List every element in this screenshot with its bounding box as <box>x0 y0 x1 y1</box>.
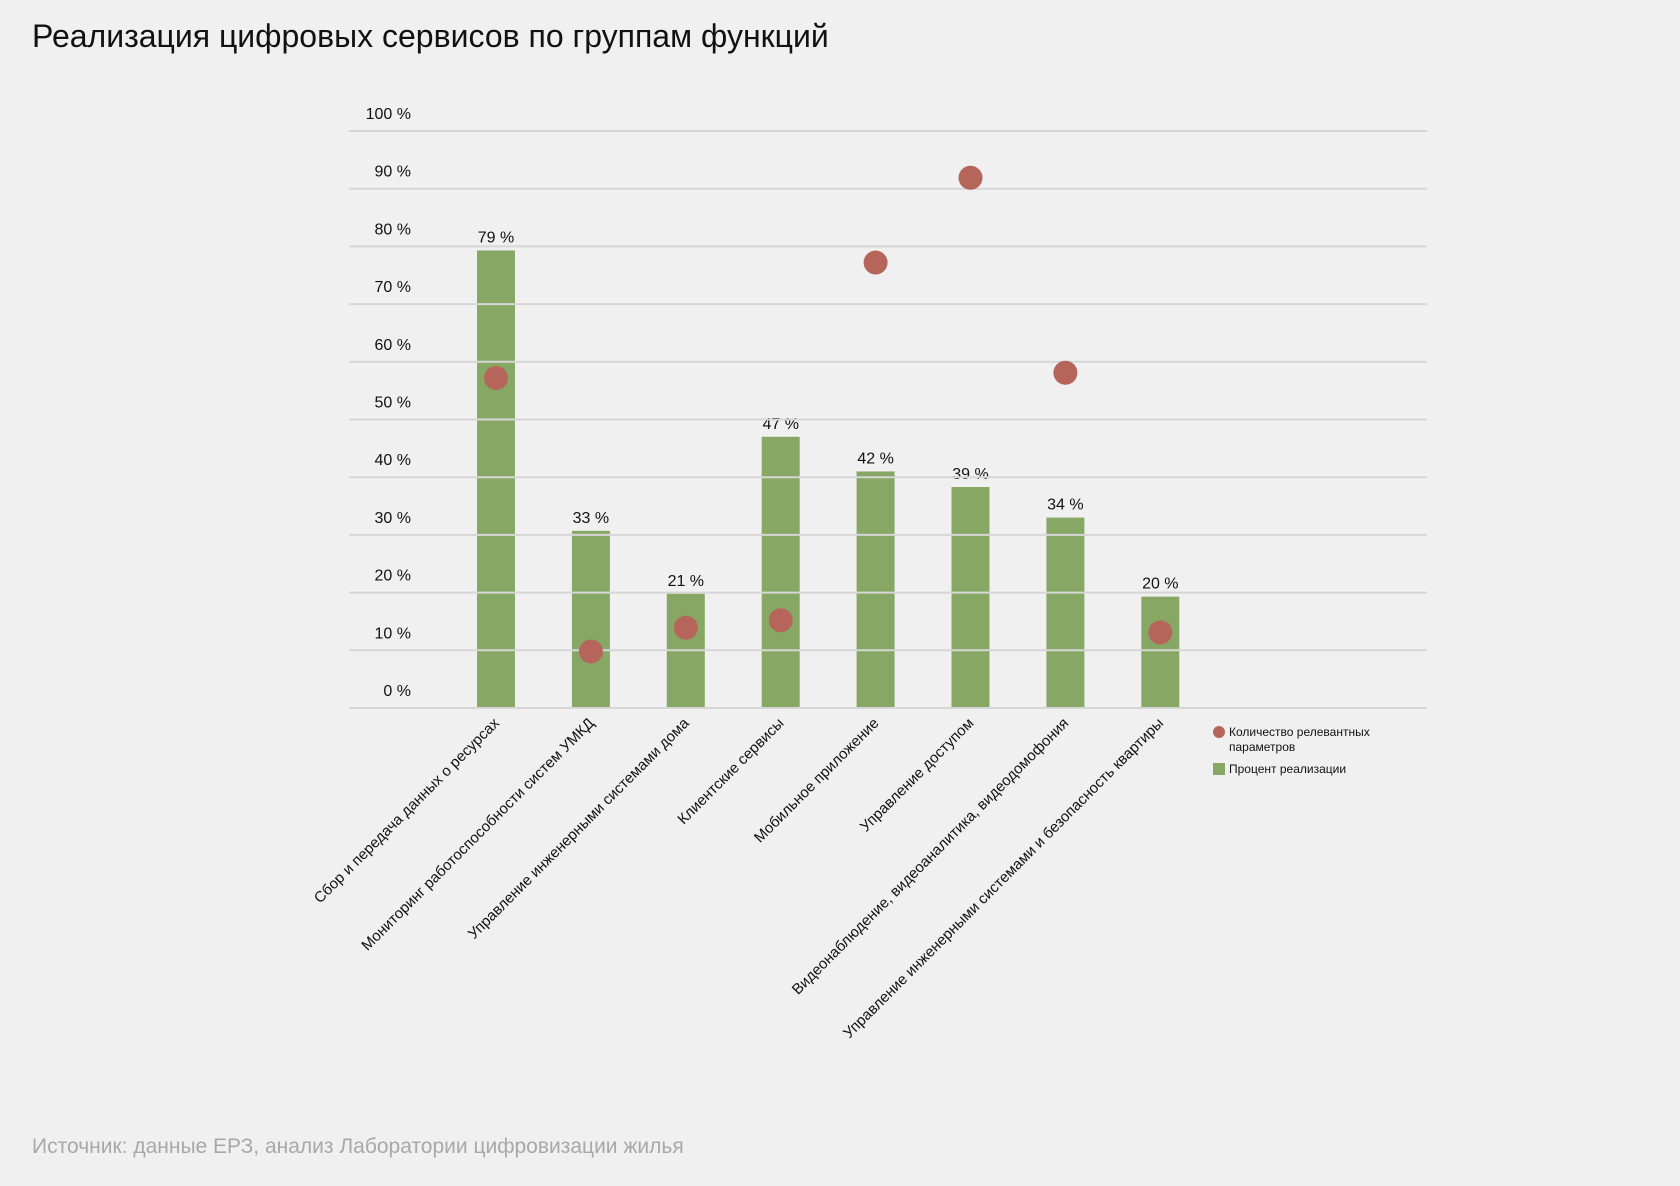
y-tick-label: 90 % <box>375 164 411 181</box>
bar <box>477 250 515 708</box>
bar-data-label: 33 % <box>573 510 609 527</box>
x-category-label: Управление инженерными системами и безоп… <box>840 715 1167 1042</box>
bar-data-label: 42 % <box>857 450 893 467</box>
x-category-label: Сбор и передача данных о ресурсах <box>311 714 503 906</box>
legend-label: Процент реализации <box>1229 762 1346 776</box>
chart-title: Реализация цифровых сервисов по группам … <box>32 18 829 54</box>
y-tick-label: 40 % <box>375 452 411 469</box>
scatter-point <box>768 608 793 633</box>
scatter-point <box>958 165 983 190</box>
scatter-point <box>484 365 508 390</box>
legend-circle-icon <box>1213 726 1225 738</box>
legend-square-icon <box>1213 763 1225 775</box>
bar <box>1141 596 1180 708</box>
bar-data-label: 21 % <box>668 573 704 590</box>
bar <box>761 436 800 708</box>
scatter-point <box>578 639 603 664</box>
bar <box>571 530 610 708</box>
bar <box>856 471 895 708</box>
scatter-point <box>1053 360 1078 385</box>
y-tick-label: 20 % <box>375 568 411 585</box>
bar-data-label: 20 % <box>1142 576 1178 593</box>
bar-data-label: 39 % <box>952 466 988 483</box>
y-tick-label: 80 % <box>375 221 411 238</box>
source-note: Источник: данные ЕРЗ, анализ Лаборатории… <box>32 1135 684 1158</box>
y-tick-label: 30 % <box>375 510 411 527</box>
y-tick-label: 60 % <box>375 337 411 354</box>
legend-label: параметров <box>1229 740 1295 754</box>
bar <box>951 487 990 708</box>
bar <box>1046 517 1085 708</box>
y-tick-label: 50 % <box>375 395 411 412</box>
x-category-label: Управление инженерными системами дома <box>465 714 693 942</box>
legend-label: Количество релевантных <box>1229 725 1370 739</box>
bar-data-label: 47 % <box>762 416 798 433</box>
y-tick-label: 70 % <box>375 279 411 296</box>
y-tick-label: 10 % <box>375 625 411 642</box>
y-tick-label: 0 % <box>383 683 411 700</box>
x-category-label: Клиентские сервисы <box>674 715 787 828</box>
scatter-point <box>673 615 698 640</box>
scatter-point <box>1148 620 1173 645</box>
scatter-point <box>863 250 888 275</box>
bar-data-label: 34 % <box>1047 497 1083 514</box>
y-tick-label: 100 % <box>366 106 411 123</box>
bar-data-label: 79 % <box>478 229 514 246</box>
